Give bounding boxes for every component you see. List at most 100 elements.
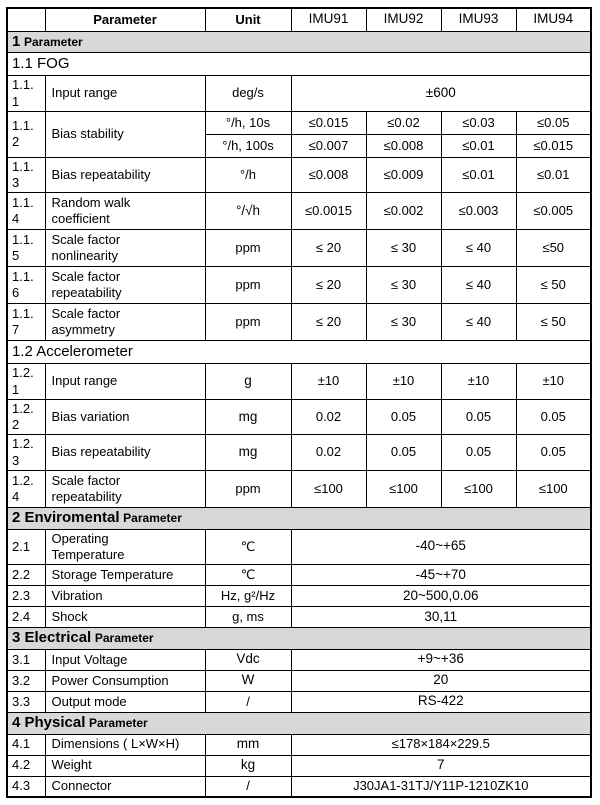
value-cell: -45~+70: [290, 564, 592, 586]
table-row: 2.2 Storage Temperature ℃ -45~+70: [6, 564, 592, 586]
row-index: 1.1.5: [6, 229, 46, 268]
value-cell: 0.05: [365, 398, 442, 436]
unit-cell: °/√h: [204, 192, 292, 231]
value-cell: ≤ 40: [440, 229, 517, 268]
value-cell: ≤0.01: [515, 156, 592, 194]
unit-cell: ppm: [204, 469, 292, 508]
param-cell: Connector: [44, 775, 206, 798]
row-index: 1.1.4: [6, 192, 46, 231]
value-cell: ≤0.05: [515, 110, 592, 135]
row-index: 1.1.6: [6, 266, 46, 305]
table-row: 3.3 Output mode / RS-422: [6, 690, 592, 713]
subsection-row: 1.2 Accelerometer: [6, 340, 592, 365]
value-cell: ±10: [515, 363, 592, 400]
value-cell: ≤ 30: [365, 229, 442, 268]
row-index: 1.2.4: [6, 469, 46, 508]
unit-cell: g: [204, 363, 292, 400]
param-cell: Bias repeatability: [44, 434, 206, 471]
value-cell: ±10: [440, 363, 517, 400]
param-cell: Scale factor repeatability: [44, 469, 206, 508]
row-index: 2.4: [6, 606, 46, 628]
unit-cell: ℃: [204, 528, 292, 565]
value-cell: ≤100: [515, 469, 592, 508]
value-cell: ≤0.01: [440, 156, 517, 194]
row-index: 4.2: [6, 754, 46, 777]
value-cell: ≤0.003: [440, 192, 517, 231]
row-index: 1.2.1: [6, 363, 46, 400]
subsection-row: 1.1 FOG: [6, 52, 592, 77]
value-cell: 0.05: [365, 434, 442, 471]
row-index: 2.2: [6, 564, 46, 586]
value-cell: 0.02: [290, 398, 367, 436]
table-row: 1.2.4 Scale factor repeatability ppm ≤10…: [6, 469, 592, 508]
param-cell: Storage Temperature: [44, 564, 206, 586]
value-cell: ≤ 40: [440, 303, 517, 342]
table-row: 2.3 Vibration Hz, g²/Hz 20~500,0.06: [6, 585, 592, 607]
param-cell: Input Voltage: [44, 648, 206, 671]
row-index: 1.1.7: [6, 303, 46, 342]
row-index: 4.3: [6, 775, 46, 798]
value-cell: 7: [290, 754, 592, 777]
section-title-suffix: Parameter: [23, 34, 83, 49]
param-cell: Scale factor asymmetry: [44, 303, 206, 342]
value-cell: 0.05: [515, 434, 592, 471]
row-index: 2.1: [6, 528, 46, 565]
unit-cell: mg: [204, 434, 292, 471]
table-row: 2.4 Shock g, ms 30,11: [6, 606, 592, 628]
subsection-fog-title: 1.1 FOG: [6, 52, 592, 77]
value-cell: ≤0.03: [440, 110, 517, 135]
row-index: 3.2: [6, 669, 46, 692]
param-cell: Operating Temperature: [44, 528, 206, 565]
table-row: 4.2 Weight kg 7: [6, 754, 592, 777]
value-cell: ±600: [290, 75, 592, 112]
unit-cell: /: [204, 690, 292, 713]
value-cell: ≤ 30: [365, 303, 442, 342]
unit-cell: ppm: [204, 266, 292, 305]
section-title: 1: [12, 32, 21, 50]
unit-cell: g, ms: [204, 606, 292, 628]
table-header-row: Parameter Unit IMU91 IMU92 IMU93 IMU94: [6, 7, 592, 32]
subsection-accel-title: 1.2 Accelerometer: [6, 340, 592, 365]
unit-cell: mg: [204, 398, 292, 436]
param-cell: Bias repeatability: [44, 156, 206, 194]
table-row: 4.1 Dimensions ( L×W×H) mm ≤178×184×229.…: [6, 733, 592, 756]
value-cell: ≤178×184×229.5: [290, 733, 592, 756]
section-title-suffix: Parameter: [123, 510, 182, 525]
table-row: 1.1.2 Bias stability °/h, 10s ≤0.015 ≤0.…: [6, 110, 592, 158]
table-row: 1.2.1 Input range g ±10 ±10 ±10 ±10: [6, 363, 592, 400]
table-row: °/h, 100s ≤0.007 ≤0.008 ≤0.01 ≤0.015: [7, 133, 592, 158]
value-cell: 0.02: [290, 434, 367, 471]
unit-cell: °/h, 100s: [204, 133, 292, 158]
unit-cell: ℃: [204, 564, 292, 586]
unit-cell: °/h, 10s: [204, 110, 292, 135]
value-cell: 30,11: [290, 606, 592, 628]
unit-cell: °/h: [204, 156, 292, 194]
param-cell: Shock: [44, 606, 206, 628]
value-cell: ≤0.015: [290, 110, 367, 135]
value-cell: ≤100: [290, 469, 367, 508]
corner-cell: [6, 7, 46, 32]
value-cell: ≤ 50: [515, 266, 592, 305]
value-cell: ≤0.008: [365, 133, 442, 158]
row-index: 4.1: [6, 733, 46, 756]
table-row: 1.1.3 Bias repeatability °/h ≤0.008 ≤0.0…: [6, 156, 592, 194]
section-row: 4 Physical Parameter: [6, 711, 592, 735]
param-cell: Input range: [44, 363, 206, 400]
table-row: 1.1.5 Scale factor nonlinearity ppm ≤ 20…: [6, 229, 592, 268]
value-cell: 20~500,0.06: [290, 585, 592, 607]
imu-spec-table: Parameter Unit IMU91 IMU92 IMU93 IMU94 1…: [6, 7, 592, 798]
param-cell: Input range: [44, 75, 206, 112]
section-3-header: 3 Electrical Parameter: [6, 627, 592, 650]
value-cell: ≤100: [440, 469, 517, 508]
param-cell: Scale factor nonlinearity: [44, 229, 206, 268]
param-cell: Scale factor repeatability: [44, 266, 206, 305]
section-row: 3 Electrical Parameter: [6, 627, 592, 650]
value-cell: ≤ 20: [290, 303, 367, 342]
value-cell: ≤0.009: [365, 156, 442, 194]
value-cell: 0.05: [440, 434, 517, 471]
section-2-header: 2 Enviromental Parameter: [6, 506, 592, 530]
unit-cell: Hz, g²/Hz: [204, 585, 292, 607]
product-header-imu91: IMU91: [290, 7, 367, 32]
value-cell: -40~+65: [290, 528, 592, 565]
